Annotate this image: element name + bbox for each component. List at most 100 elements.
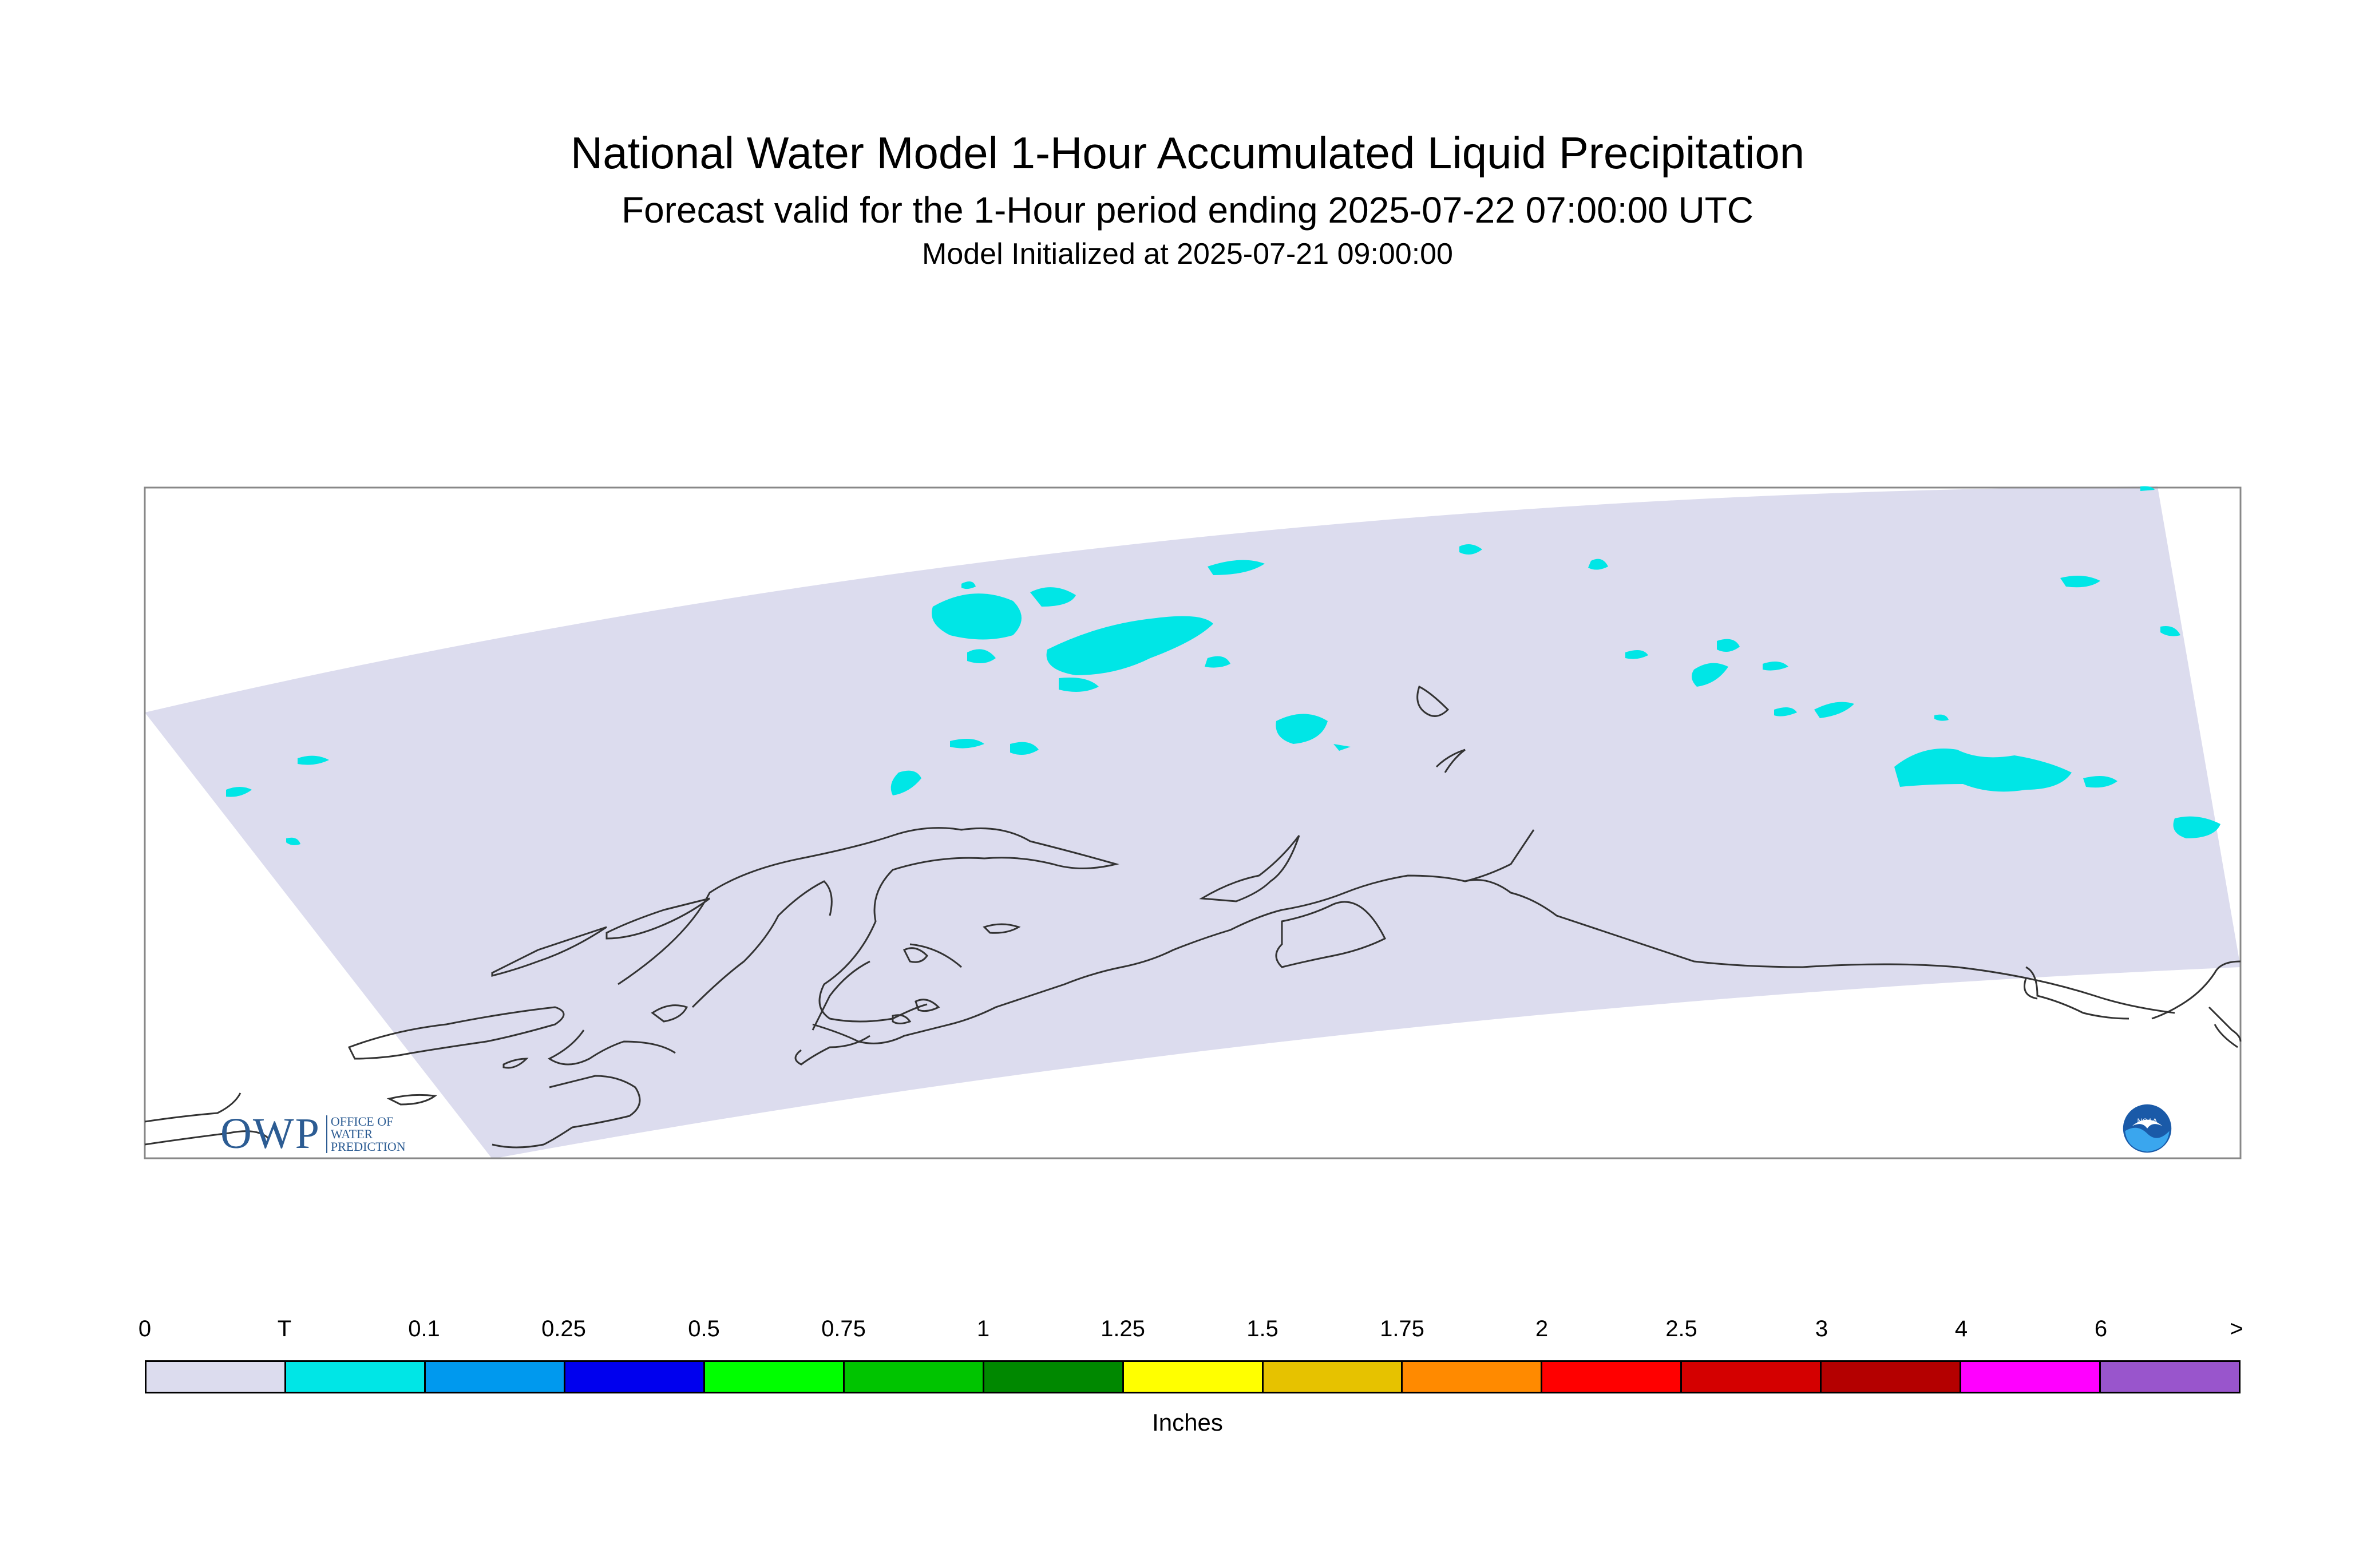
legend-tick: 2 [1535,1316,1549,1341]
legend-swatch [565,1362,705,1392]
legend-swatch [1822,1362,1962,1392]
legend-swatch [286,1362,426,1392]
precip-blob [1763,662,1788,671]
precip-blob [2160,626,2180,636]
precip-blob [1205,656,1230,668]
coastline [2024,978,2038,1000]
coastline [605,897,710,940]
precip-blob [286,837,300,845]
coastline [691,880,833,1008]
coastline [892,1014,912,1024]
precip-blob [2060,576,2100,588]
coastline [1435,749,1466,773]
legend-swatch [984,1362,1124,1392]
legend-tick: 4 [1954,1316,1968,1341]
legend-swatch [704,1362,845,1392]
coastline [902,947,928,963]
legend-colorbar [145,1360,2241,1393]
legend-tick: 0.75 [821,1316,866,1341]
precip-blob [1010,742,1039,755]
legend-tick: > [2230,1316,2243,1341]
legend-swatch [425,1362,565,1392]
coastline [2151,960,2241,1020]
coastline [909,943,962,968]
legend-swatch [1403,1362,1543,1392]
coastline [2208,1006,2242,1042]
precip-blob [1333,744,1351,751]
precip-blob [2173,816,2220,838]
precip-areas [226,486,2220,845]
coastline [1416,685,1450,717]
precip-blob [961,581,976,589]
precip-blob [1814,702,1854,718]
precip-blob [1459,544,1482,555]
coastline [794,1035,870,1066]
legend-tick: 0.1 [408,1316,440,1341]
legend-tick: 0.25 [541,1316,586,1341]
model-domain [145,486,2241,1159]
legend-tick: 1 [976,1316,990,1341]
legend-tick: 1.25 [1101,1316,1145,1341]
owp-logo-text: OWP [220,1110,320,1158]
legend-swatch [1542,1362,1683,1392]
precip-blob [1717,639,1740,652]
legend-swatch [844,1362,984,1392]
coastline [1464,829,1535,882]
precip-blob [1588,559,1608,570]
noaa-logo-text: NOAA [2138,1117,2158,1125]
coastline [2214,1024,2238,1048]
precip-blob [2083,776,2117,788]
owp-logo-subtext: OFFICE OF WATER PREDICTION [326,1115,406,1153]
precip-blob [950,739,984,749]
coastlines [144,685,2242,1149]
legend-tick: T [277,1316,292,1341]
precip-blob [1692,663,1728,687]
precip-blob [1046,616,1213,675]
legend-swatch [1682,1362,1822,1392]
legend-swatch [1123,1362,1264,1392]
precip-blob [298,755,329,765]
precip-blob [1208,560,1265,575]
legend-tick: 0.5 [688,1316,720,1341]
legend-tick: 3 [1815,1316,1828,1341]
legend-swatch [147,1362,286,1392]
coastline [386,1094,437,1106]
precip-blob [2140,486,2155,491]
coastline [1199,835,1300,902]
legend-tick: 1.75 [1380,1316,1424,1341]
coastline [812,960,870,1031]
precip-blob [890,770,921,795]
precip-blob [1625,650,1648,659]
legend-tick: 1.5 [1246,1316,1278,1341]
coastline [548,1030,676,1066]
coastline [2025,966,2129,1020]
coastline [651,1004,688,1023]
precip-blob [1059,678,1099,692]
coastline [491,926,607,977]
precip-blob [226,787,252,797]
precip-blob [1030,587,1076,607]
precip-blob [1774,707,1797,716]
precip-blob [1276,714,1328,744]
model-init-label: Model Initialized at 2025-07-21 09:00:00 [922,237,1453,271]
precip-blob [932,593,1022,640]
legend-units-label: Inches [1152,1409,1223,1436]
map-frame [144,486,2242,1159]
page-title: National Water Model 1-Hour Accumulated … [570,128,1805,178]
coastline [983,923,1021,934]
coastline [492,1075,641,1149]
noaa-logo: NOAA [2123,1104,2172,1153]
forecast-valid-subtitle: Forecast valid for the 1-Hour period end… [621,189,1754,231]
coastline [812,874,2175,1044]
legend-swatch [2101,1362,2239,1392]
coastline [144,1130,270,1146]
coastline [347,1006,565,1060]
precip-blob [1934,714,1949,721]
legend-tick: 0 [138,1316,152,1341]
coastline [144,1092,242,1123]
coastline [1275,901,1387,968]
coastline [915,999,940,1012]
legend-tick: 6 [2094,1316,2108,1341]
legend-tick: 2.5 [1665,1316,1697,1341]
